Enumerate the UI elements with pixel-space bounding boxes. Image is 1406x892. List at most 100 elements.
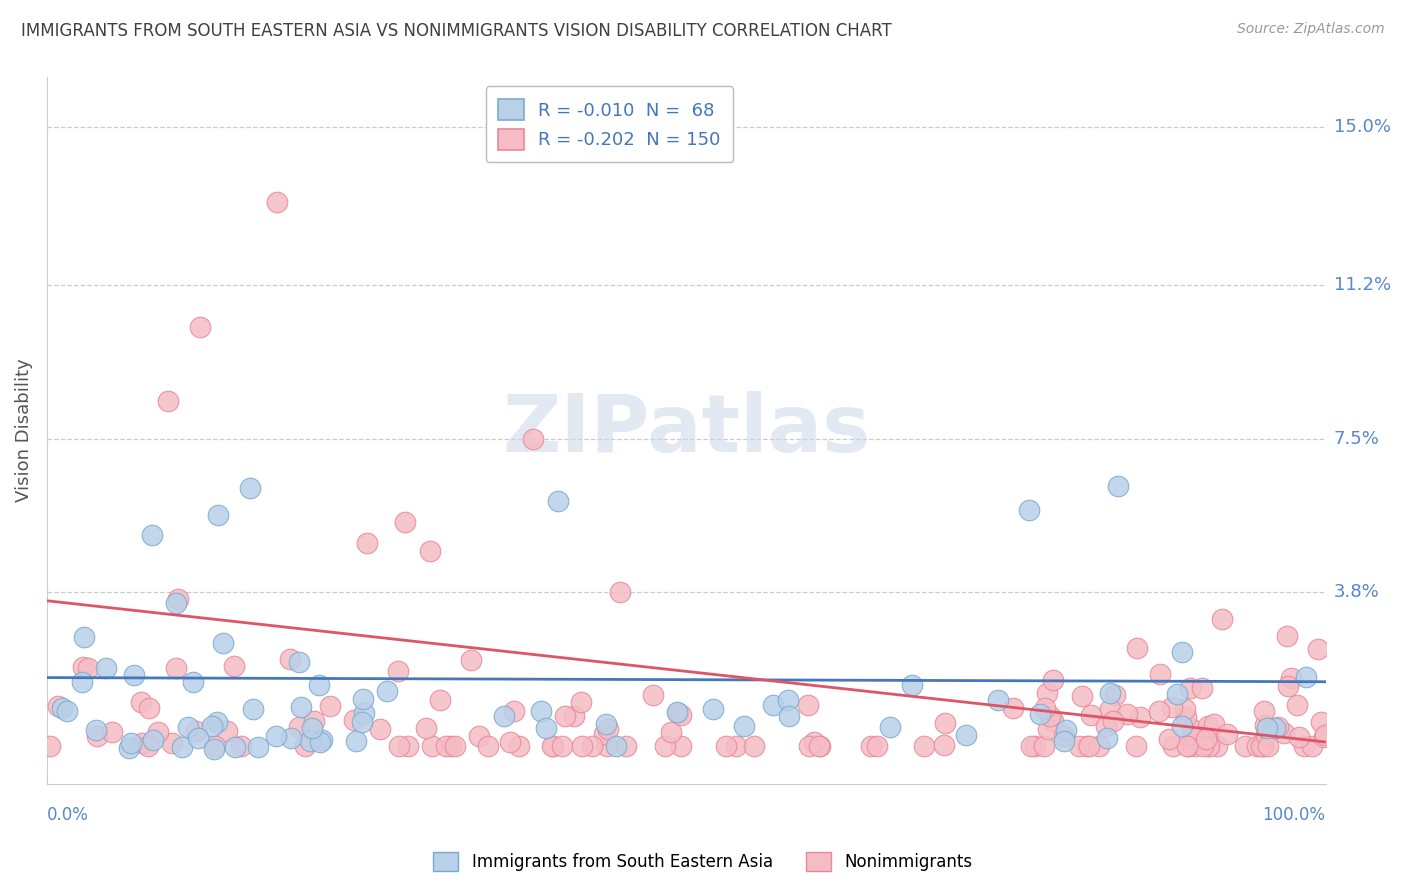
Point [1029, 707, 1052, 722]
Point [554, 709, 576, 723]
Point [1198, 739, 1220, 753]
Point [308, 678, 330, 692]
Point [148, 725, 170, 739]
Point [1001, 701, 1024, 715]
Point [280, 731, 302, 745]
Point [352, 715, 374, 730]
Point [1107, 478, 1129, 492]
Point [551, 739, 574, 753]
Point [266, 729, 288, 743]
Point [1147, 704, 1170, 718]
Point [1018, 503, 1040, 517]
Point [614, 739, 637, 753]
Point [1161, 700, 1184, 714]
Point [394, 515, 416, 529]
Point [901, 678, 924, 692]
Point [641, 688, 664, 702]
Point [1149, 666, 1171, 681]
Point [460, 653, 482, 667]
Point [1042, 714, 1064, 728]
Point [222, 658, 245, 673]
Point [1071, 689, 1094, 703]
Point [955, 728, 977, 742]
Point [1095, 719, 1118, 733]
Point [1295, 671, 1317, 685]
Point [388, 739, 411, 753]
Point [547, 494, 569, 508]
Point [1251, 739, 1274, 753]
Point [1080, 708, 1102, 723]
Point [419, 544, 441, 558]
Point [141, 528, 163, 542]
Point [1104, 688, 1126, 702]
Point [1054, 723, 1077, 738]
Point [215, 724, 238, 739]
Point [131, 736, 153, 750]
Point [987, 692, 1010, 706]
Point [654, 739, 676, 753]
Point [1234, 739, 1257, 753]
Point [266, 195, 288, 210]
Point [666, 705, 689, 719]
Point [468, 729, 491, 743]
Point [803, 735, 825, 749]
Point [1181, 722, 1204, 736]
Point [1177, 739, 1199, 753]
Point [733, 719, 755, 733]
Point [879, 720, 901, 734]
Point [84, 723, 107, 738]
Point [859, 739, 882, 753]
Y-axis label: Vision Disability: Vision Disability [15, 359, 32, 502]
Point [1301, 739, 1323, 753]
Point [1264, 721, 1286, 735]
Point [1313, 728, 1336, 742]
Point [387, 665, 409, 679]
Point [94, 661, 117, 675]
Text: 11.2%: 11.2% [1334, 277, 1391, 294]
Point [776, 692, 799, 706]
Point [207, 508, 229, 523]
Point [165, 661, 187, 675]
Point [1253, 704, 1275, 718]
Point [188, 319, 211, 334]
Point [477, 739, 499, 753]
Point [1053, 734, 1076, 748]
Text: ZIPatlas: ZIPatlas [502, 392, 870, 469]
Point [51, 701, 73, 715]
Point [86, 729, 108, 743]
Point [138, 739, 160, 753]
Point [207, 714, 229, 729]
Point [1157, 731, 1180, 746]
Point [288, 720, 311, 734]
Point [157, 394, 180, 409]
Point [1032, 739, 1054, 753]
Point [1197, 719, 1219, 733]
Point [429, 693, 451, 707]
Point [1077, 739, 1099, 753]
Point [530, 704, 553, 718]
Point [1175, 739, 1198, 753]
Text: Source: ZipAtlas.com: Source: ZipAtlas.com [1237, 22, 1385, 37]
Point [1246, 739, 1268, 753]
Point [120, 736, 142, 750]
Point [1257, 739, 1279, 753]
Point [669, 739, 692, 753]
Point [1039, 709, 1062, 723]
Point [294, 739, 316, 753]
Point [1267, 720, 1289, 734]
Point [420, 739, 443, 753]
Point [242, 702, 264, 716]
Point [543, 739, 565, 753]
Point [172, 740, 194, 755]
Point [356, 535, 378, 549]
Point [288, 656, 311, 670]
Point [1306, 641, 1329, 656]
Point [1204, 717, 1226, 731]
Point [290, 699, 312, 714]
Point [415, 721, 437, 735]
Point [797, 698, 820, 712]
Point [762, 698, 785, 712]
Point [1098, 685, 1121, 699]
Point [797, 739, 820, 753]
Point [1254, 728, 1277, 742]
